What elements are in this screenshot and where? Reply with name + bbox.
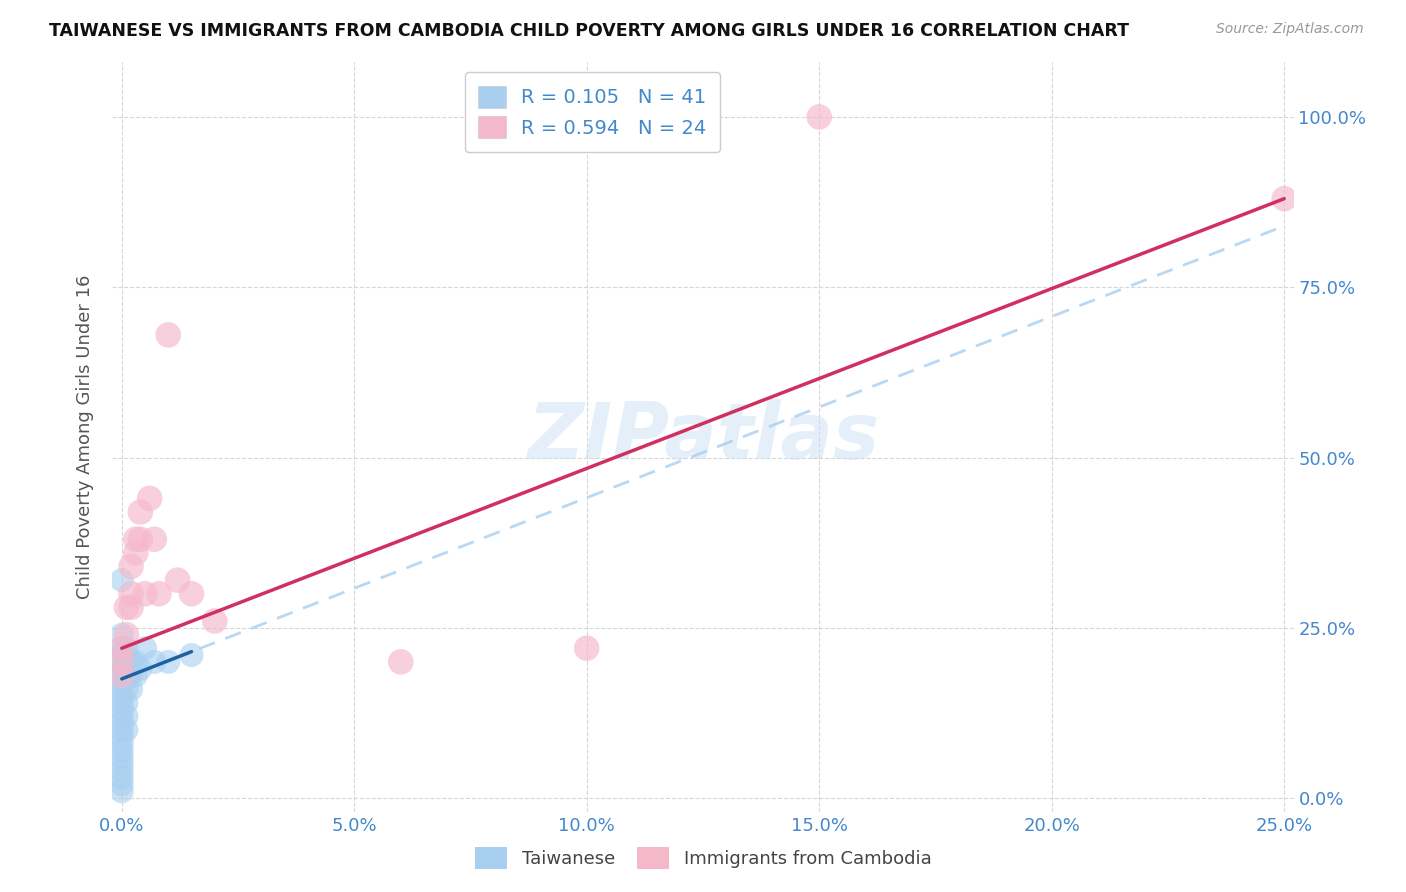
Legend: Taiwanese, Immigrants from Cambodia: Taiwanese, Immigrants from Cambodia bbox=[465, 838, 941, 879]
Point bbox=[120, 587, 142, 601]
Y-axis label: Child Poverty Among Girls Under 16: Child Poverty Among Girls Under 16 bbox=[76, 275, 94, 599]
Point bbox=[125, 546, 148, 560]
Point bbox=[111, 777, 134, 791]
Point bbox=[120, 682, 142, 697]
Point bbox=[111, 696, 134, 710]
Point bbox=[111, 771, 134, 785]
Text: ZIPatlas: ZIPatlas bbox=[527, 399, 879, 475]
Point bbox=[111, 682, 134, 697]
Point bbox=[143, 655, 166, 669]
Point bbox=[134, 641, 156, 656]
Point bbox=[115, 655, 138, 669]
Point bbox=[125, 655, 148, 669]
Point bbox=[115, 668, 138, 682]
Point bbox=[129, 662, 152, 676]
Point bbox=[120, 559, 142, 574]
Point bbox=[111, 764, 134, 778]
Point bbox=[120, 655, 142, 669]
Point bbox=[125, 668, 148, 682]
Point bbox=[111, 627, 134, 641]
Point bbox=[166, 573, 188, 587]
Point bbox=[111, 757, 134, 772]
Point bbox=[115, 641, 138, 656]
Point bbox=[143, 533, 166, 547]
Point bbox=[115, 600, 138, 615]
Point bbox=[1272, 192, 1295, 206]
Point bbox=[111, 641, 134, 656]
Legend: R = 0.105   N = 41, R = 0.594   N = 24: R = 0.105 N = 41, R = 0.594 N = 24 bbox=[465, 72, 720, 152]
Point bbox=[111, 655, 134, 669]
Point bbox=[115, 723, 138, 737]
Point bbox=[111, 655, 134, 669]
Point bbox=[111, 573, 134, 587]
Point bbox=[389, 655, 412, 669]
Point bbox=[129, 533, 152, 547]
Point bbox=[111, 723, 134, 737]
Point bbox=[111, 668, 134, 682]
Point bbox=[111, 675, 134, 690]
Point bbox=[204, 614, 226, 628]
Point bbox=[115, 696, 138, 710]
Point bbox=[111, 648, 134, 662]
Point bbox=[115, 627, 138, 641]
Point bbox=[111, 737, 134, 751]
Point bbox=[111, 730, 134, 744]
Point bbox=[134, 587, 156, 601]
Point bbox=[129, 505, 152, 519]
Point bbox=[120, 600, 142, 615]
Point bbox=[115, 682, 138, 697]
Point bbox=[808, 110, 831, 124]
Point bbox=[157, 327, 180, 342]
Point bbox=[111, 784, 134, 798]
Text: TAIWANESE VS IMMIGRANTS FROM CAMBODIA CHILD POVERTY AMONG GIRLS UNDER 16 CORRELA: TAIWANESE VS IMMIGRANTS FROM CAMBODIA CH… bbox=[49, 22, 1129, 40]
Point bbox=[111, 743, 134, 757]
Point bbox=[148, 587, 170, 601]
Point bbox=[180, 648, 202, 662]
Point bbox=[575, 641, 598, 656]
Point bbox=[157, 655, 180, 669]
Point bbox=[111, 689, 134, 703]
Point bbox=[111, 641, 134, 656]
Point bbox=[111, 662, 134, 676]
Point bbox=[111, 702, 134, 716]
Point bbox=[120, 668, 142, 682]
Point bbox=[111, 668, 134, 682]
Point bbox=[180, 587, 202, 601]
Point bbox=[111, 709, 134, 723]
Point bbox=[111, 750, 134, 764]
Point bbox=[111, 716, 134, 731]
Point bbox=[115, 709, 138, 723]
Point bbox=[125, 533, 148, 547]
Point bbox=[138, 491, 160, 506]
Text: Source: ZipAtlas.com: Source: ZipAtlas.com bbox=[1216, 22, 1364, 37]
